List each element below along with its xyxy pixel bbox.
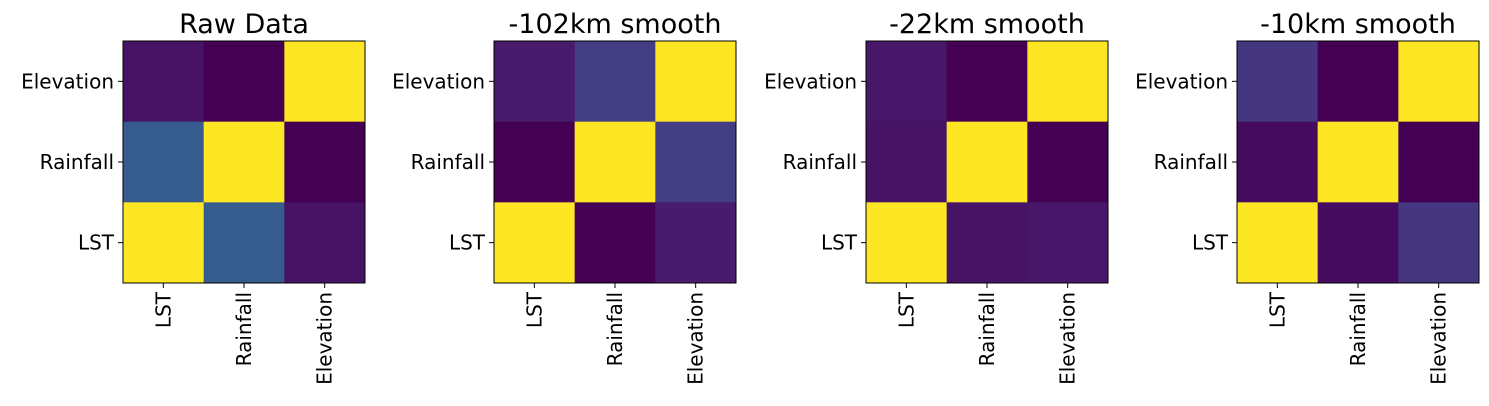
heatmap-panel: -22km smooth Elevation Rainfall LST LST Rainf…: [764, 9, 1109, 385]
heatmap-cell: [203, 121, 285, 203]
x-tick-label: Rainfall: [1346, 292, 1370, 366]
heatmap-cell: [494, 121, 576, 203]
x-tick-label: Rainfall: [232, 292, 256, 366]
y-tick-label: Elevation: [764, 69, 857, 93]
x-tick-label: Rainfall: [603, 292, 627, 366]
y-tick-label: LST: [1192, 231, 1229, 255]
x-tick-label: Elevation: [313, 292, 337, 385]
y-tick-label: Rainfall: [411, 150, 485, 174]
heatmap-cell: [284, 121, 366, 203]
y-tick-label: Elevation: [1135, 69, 1228, 93]
heatmap-cell: [494, 202, 576, 284]
heatmap-cell: [1398, 202, 1480, 284]
heatmap-cell: [123, 121, 205, 203]
y-tick-label: LST: [78, 231, 115, 255]
heatmap-cell: [946, 41, 1028, 123]
panel-title: -22km smooth: [889, 9, 1085, 40]
heatmap-cell: [1237, 202, 1319, 284]
panel-title: -102km smooth: [509, 9, 722, 40]
heatmap-cell: [1027, 41, 1109, 123]
heatmap-cell: [1317, 202, 1399, 284]
heatmap-cell: [1237, 121, 1319, 203]
x-tick-label: LST: [151, 291, 175, 328]
y-tick-label: Rainfall: [40, 150, 114, 174]
heatmap-cell: [866, 41, 948, 123]
heatmap-cell: [1027, 202, 1109, 284]
heatmap-cell: [123, 202, 205, 284]
heatmap-panel: -10km smooth Elevation Rainfall LST LST Rainf…: [1135, 9, 1480, 385]
x-tick-label: Rainfall: [975, 292, 999, 366]
heatmap-cell: [946, 121, 1028, 203]
heatmap-cell: [655, 41, 737, 123]
heatmap-cell: [655, 202, 737, 284]
heatmap-cell: [284, 202, 366, 284]
y-tick-label: Rainfall: [1154, 150, 1228, 174]
heatmap-cell: [946, 202, 1028, 284]
x-tick-label: Elevation: [1056, 292, 1080, 385]
heatmap-panel: -102km smooth Elevation Rainfall LST LST Rain…: [392, 9, 737, 385]
y-tick-label: LST: [449, 231, 486, 255]
heatmap-cell: [1317, 41, 1399, 123]
heatmap-cell: [655, 121, 737, 203]
heatmap-panel: Raw Data Elevation Rainfall LST LST Rainfall E…: [21, 9, 366, 385]
heatmap-cell: [284, 41, 366, 123]
panel-title: -10km smooth: [1260, 9, 1456, 40]
heatmap-cell: [123, 41, 205, 123]
y-tick-label: LST: [821, 231, 858, 255]
heatmap-cell: [494, 41, 576, 123]
heatmap-cell: [1398, 41, 1480, 123]
x-tick-label: Elevation: [684, 292, 708, 385]
heatmap-cell: [203, 41, 285, 123]
heatmap-cell: [1237, 41, 1319, 123]
heatmap-cell: [574, 41, 656, 123]
panel-title: Raw Data: [179, 9, 309, 40]
x-tick-label: LST: [1265, 291, 1289, 328]
heatmap-cell: [1317, 121, 1399, 203]
heatmap-cell: [574, 121, 656, 203]
y-tick-label: Rainfall: [783, 150, 857, 174]
heatmap-cell: [1027, 121, 1109, 203]
x-tick-label: Elevation: [1427, 292, 1451, 385]
y-tick-label: Elevation: [21, 69, 114, 93]
heatmap-cell: [574, 202, 656, 284]
y-tick-label: Elevation: [392, 69, 485, 93]
x-tick-label: LST: [894, 291, 918, 328]
x-tick-label: LST: [522, 291, 546, 328]
heatmap-cell: [1398, 121, 1480, 203]
heatmap-cell: [203, 202, 285, 284]
heatmap-cell: [866, 121, 948, 203]
heatmap-cell: [866, 202, 948, 284]
